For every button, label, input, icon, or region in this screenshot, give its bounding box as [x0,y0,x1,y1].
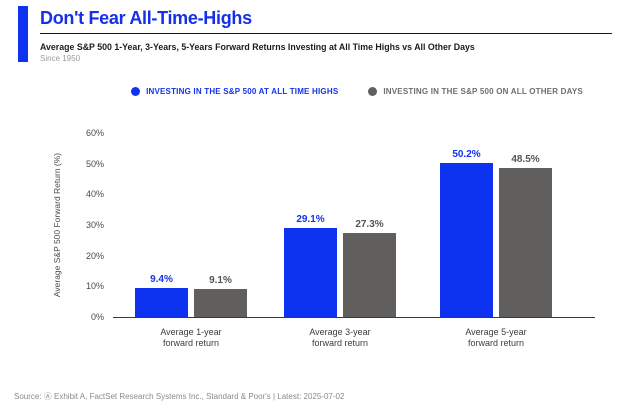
y-tick-label: 10% [85,281,104,292]
bar-value-label: 29.1% [296,213,325,225]
x-category-line: forward return [162,338,220,349]
plot-area: 0% 10% 20% 30% 40% 50% 60% 9.4% 9.1% Average 1-ye… [86,128,595,348]
bar-value-label: 50.2% [452,149,481,161]
bar-series-0 [284,227,337,317]
legend-item-1: INVESTING IN THE S&P 500 ON ALL OTHER DA… [368,86,583,96]
title-accent-bar [18,6,28,62]
bar-series-1 [343,233,396,317]
bar-slot: 29.1% [284,133,337,317]
chart-period-label: Since 1950 [40,54,81,63]
y-tick-label: 50% [85,158,104,169]
x-category-line: forward return [467,338,525,349]
legend-label: INVESTING IN THE S&P 500 AT ALL TIME HIG… [146,86,339,96]
x-category-label: Average 5-year forward return [421,327,571,350]
x-category-line: forward return [311,338,369,349]
y-axis-title: Average S&P 500 Forward Return (%) [52,152,62,298]
bar-slot: 9.1% [194,133,247,317]
legend-dot-icon [368,86,378,96]
y-tick-label: 40% [85,189,104,200]
legend-label: INVESTING IN THE S&P 500 ON ALL OTHER DA… [383,86,583,96]
bar-value-label: 27.3% [355,219,384,231]
title-divider [40,33,612,34]
chart-legend: INVESTING IN THE S&P 500 AT ALL TIME HIG… [90,85,624,97]
bar-slot: 50.2% [440,133,493,317]
y-tick-label: 0% [90,312,104,322]
x-category-label: Average 1-year forward return [116,327,266,350]
bar-group-2: 50.2% 48.5% [440,133,552,317]
bar-value-label: 48.5% [511,154,540,166]
x-category-line: Average 5-year [465,327,527,337]
source-note: Source: Ⓐ Exhibit A, FactSet Research Sy… [14,392,345,401]
bar-slot: 27.3% [343,133,396,317]
y-tick-label: 30% [85,220,104,230]
bar-group-0: 9.4% 9.1% [135,133,247,317]
bar-series-0 [135,288,188,317]
bar-series-1 [194,289,247,317]
chart-subtitle: Average S&P 500 1-Year, 3-Years, 5-Years… [40,42,475,52]
page-title: Don't Fear All-Time-Highs [40,8,252,28]
legend-item-0: INVESTING IN THE S&P 500 AT ALL TIME HIG… [131,86,339,96]
bar-series-0 [440,163,493,317]
x-category-label: Average 3-year forward return [265,327,415,350]
bar-group-1: 29.1% 27.3% [284,133,396,317]
x-category-line: Average 1-year [160,327,222,337]
legend-dot-icon [131,86,141,96]
bar-slot: 9.4% [135,133,188,317]
y-tick-label: 20% [85,250,104,261]
x-category-line: Average 3-year [309,327,371,337]
bar-slot: 48.5% [499,133,552,317]
y-tick-label: 60% [85,128,104,138]
bar-series-1 [499,168,552,317]
bar-value-label: 9.1% [209,275,232,287]
bar-value-label: 9.4% [150,274,173,286]
